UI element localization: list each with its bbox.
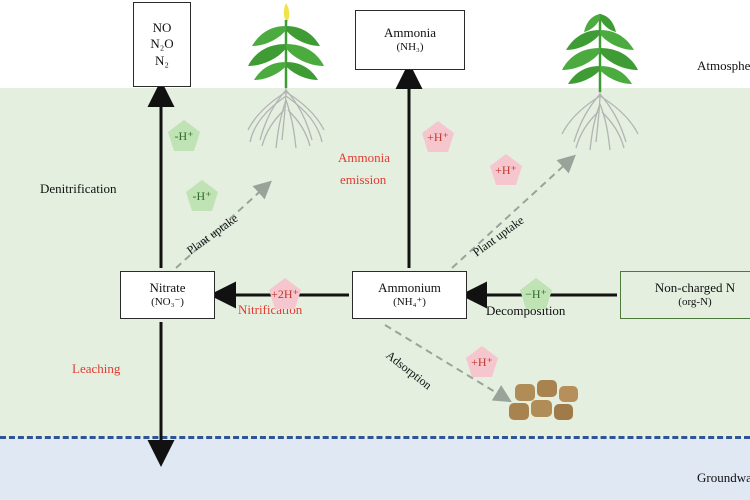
groundwater-layer xyxy=(0,438,750,500)
tag-adsorption-proton: +H⁺ xyxy=(465,345,499,379)
tag-plant-uptake-left-proton: -H⁺ xyxy=(185,179,219,213)
tag-nitrification-proton: +2H⁺ xyxy=(268,277,302,311)
tag-decomposition-proton-text: −H⁺ xyxy=(525,286,547,301)
label-leaching: Leaching xyxy=(72,361,121,376)
label-groundwater: Groundwater xyxy=(697,470,750,485)
box-gases: NO N₂O N₂ xyxy=(133,2,191,87)
box-ammonia-formula: (NH₃) xyxy=(396,41,424,54)
box-gases-line1: NO xyxy=(152,20,172,36)
box-organic-nitrogen: Non-charged N (org-N) xyxy=(620,271,750,319)
tag-denitrification-proton-text: -H⁺ xyxy=(174,128,194,143)
label-denitrification: Denitrification xyxy=(40,181,117,196)
box-gases-line3: N₂ xyxy=(155,52,169,68)
soil-layer xyxy=(0,88,750,438)
tag-plant-uptake-right-proton-text: +H⁺ xyxy=(495,162,517,177)
box-orgn-formula: (org-N) xyxy=(678,296,712,309)
box-ammonia-name: Ammonia xyxy=(384,25,436,40)
box-nitrate-name: Nitrate xyxy=(149,280,186,295)
box-orgn-name: Non-charged N xyxy=(654,280,736,295)
label-ammonia-emission-line2: emission xyxy=(340,172,387,187)
tag-nitrification-proton-text: +2H⁺ xyxy=(271,286,299,301)
tag-plant-uptake-right-proton: +H⁺ xyxy=(489,153,523,187)
tag-adsorption-proton-text: +H⁺ xyxy=(471,354,493,369)
box-ammonium-formula: (NH₄⁺) xyxy=(393,296,426,309)
water-table-line xyxy=(0,436,750,439)
tag-decomposition-proton: −H⁺ xyxy=(519,277,553,311)
label-ammonia-emission-line1: Ammonia xyxy=(338,150,390,165)
tag-ammonia-emission-proton-text: +H⁺ xyxy=(427,129,449,144)
box-nitrate-formula: (NO₃⁻) xyxy=(151,296,184,309)
tag-ammonia-emission-proton: +H⁺ xyxy=(421,120,455,154)
box-nitrate: Nitrate (NO₃⁻) xyxy=(120,271,215,319)
box-gases-line2: N₂O xyxy=(150,36,174,52)
box-ammonia: Ammonia (NH₃) xyxy=(355,10,465,70)
label-atmosphere: Atmosphere xyxy=(697,58,750,73)
box-ammonium: Ammonium (NH₄⁺) xyxy=(352,271,467,319)
tag-denitrification-proton: -H⁺ xyxy=(167,119,201,153)
tag-plant-uptake-left-proton-text: -H⁺ xyxy=(192,188,212,203)
box-ammonium-name: Ammonium xyxy=(378,280,441,295)
